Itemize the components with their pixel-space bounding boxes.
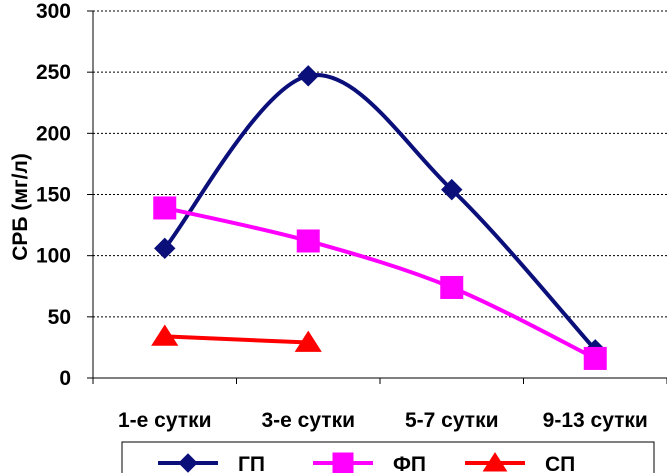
- legend-swatch-marker: [332, 452, 354, 473]
- y-tick-label: 200: [36, 122, 71, 145]
- axes: [87, 10, 667, 384]
- x-tick-label: 3-е сутки: [261, 409, 355, 432]
- y-axis-title: СРБ (мг/л): [9, 153, 32, 261]
- series-3: [151, 324, 322, 352]
- data-point: [441, 178, 463, 201]
- series-1: [154, 65, 606, 361]
- series-line: [162, 334, 311, 345]
- legend: ГП ФП СП: [121, 441, 655, 473]
- data-point: [154, 237, 176, 260]
- legend-label: СП: [545, 453, 575, 473]
- y-tick-labels: 0 50 100 150 200 250 300: [36, 0, 71, 390]
- y-tick-label: 300: [36, 0, 71, 23]
- series-2: [153, 196, 607, 370]
- y-tick-label: 50: [48, 306, 71, 329]
- legend-label: ФП: [393, 453, 426, 473]
- series-line: [162, 73, 598, 352]
- y-tick-label: 0: [59, 367, 71, 390]
- series-layer: [151, 65, 607, 370]
- y-tick-label: 150: [36, 184, 71, 207]
- legend-swatch-marker: [178, 453, 198, 473]
- legend-label: ГП: [238, 453, 265, 473]
- data-point: [440, 275, 464, 299]
- x-tick-label: 9-13 сутки: [543, 409, 648, 432]
- x-tick-label: 1-е сутки: [118, 409, 212, 432]
- data-point: [583, 346, 607, 370]
- legend-swatch-marker: [482, 452, 508, 472]
- gridlines: [93, 10, 667, 318]
- data-point: [294, 330, 322, 352]
- y-tick-label: 100: [36, 245, 71, 268]
- y-tick-label: 250: [36, 61, 71, 84]
- data-point: [296, 229, 320, 253]
- data-point: [297, 65, 319, 87]
- x-tick-labels: 1-е сутки 3-е сутки 5-7 сутки 9-13 сутки: [118, 409, 648, 432]
- legend-box: [121, 441, 655, 473]
- data-point: [153, 196, 177, 220]
- series-line: [162, 205, 598, 361]
- data-point: [151, 324, 179, 346]
- x-tick-label: 5-7 сутки: [405, 409, 499, 432]
